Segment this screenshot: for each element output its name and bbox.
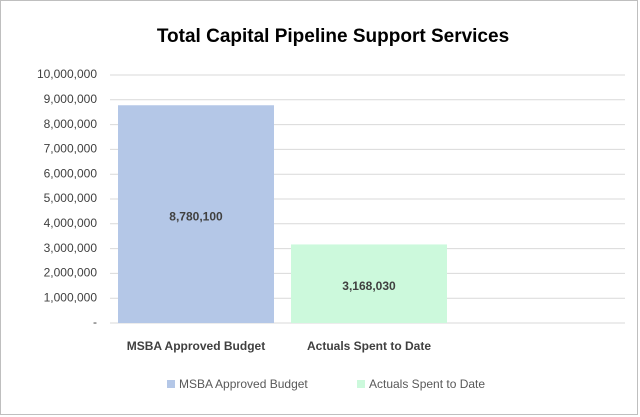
legend-swatch	[357, 380, 365, 388]
chart-title: Total Capital Pipeline Support Services	[157, 26, 509, 47]
y-tick-label: 5,000,000	[44, 191, 98, 205]
y-tick-label: 6,000,000	[44, 166, 98, 180]
legend-label: MSBA Approved Budget	[179, 377, 308, 391]
y-tick-label: 2,000,000	[44, 266, 98, 280]
y-tick-label: 9,000,000	[44, 92, 98, 106]
data-label: 8,780,100	[169, 209, 223, 223]
bar	[118, 105, 274, 324]
y-tick-label: 8,000,000	[44, 117, 98, 131]
y-tick-label: 4,000,000	[44, 216, 98, 230]
y-tick-label: 3,000,000	[44, 241, 98, 255]
bar	[291, 244, 447, 323]
y-tick-label: 10,000,000	[37, 67, 97, 81]
legend-label: Actuals Spent to Date	[369, 377, 485, 391]
legend-swatch	[167, 380, 175, 388]
x-tick-label: Actuals Spent to Date	[307, 339, 431, 353]
y-tick-label: -	[93, 315, 97, 329]
x-tick-label: MSBA Approved Budget	[127, 339, 265, 353]
y-tick-label: 7,000,000	[44, 142, 98, 156]
data-label: 3,168,030	[342, 279, 396, 293]
y-tick-label: 1,000,000	[44, 290, 98, 304]
